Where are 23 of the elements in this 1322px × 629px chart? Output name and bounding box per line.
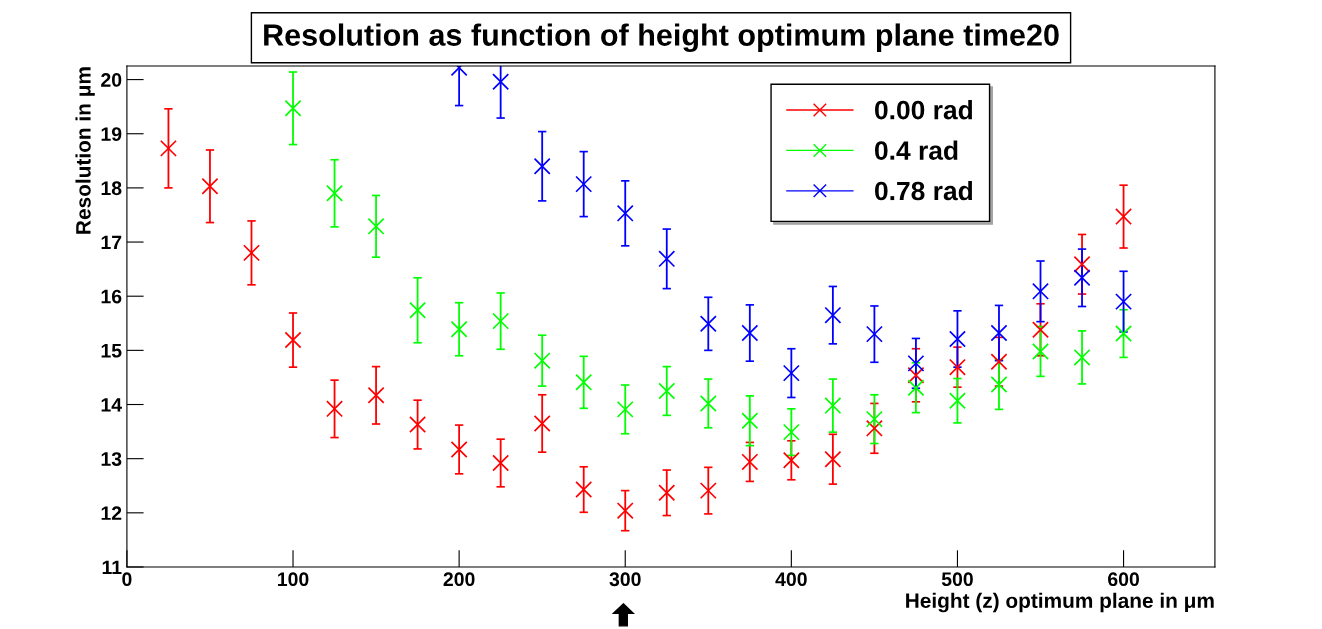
chart-title: Resolution as function of height optimum plane time20 <box>264 23 1059 53</box>
x-axis-title: Height (z) optimum plane in μm <box>906 592 1214 613</box>
y-axis-title: Resolution in μm <box>75 67 95 234</box>
y-tick-label: 16 <box>101 289 122 304</box>
x-tick-label: 100 <box>278 572 309 587</box>
y-tick-label: 17 <box>101 235 122 250</box>
y-tick-label: 12 <box>101 506 122 520</box>
x-tick-label: 200 <box>443 572 475 587</box>
x-tick-label: 600 <box>1108 572 1139 587</box>
y-tick-label: 11 <box>102 560 122 575</box>
x-tick-label: 400 <box>775 572 807 587</box>
y-tick-label: 20 <box>101 73 122 87</box>
y-tick-label: 14 <box>101 398 122 412</box>
y-tick-label: 13 <box>101 452 122 466</box>
x-tick-label: 0 <box>122 572 132 587</box>
legend-label: 0.78 rad <box>875 180 972 201</box>
y-tick-label: 15 <box>101 344 122 358</box>
x-tick-label: 500 <box>941 572 973 587</box>
legend-label: 0.00 rad <box>875 100 972 120</box>
y-tick-label: 18 <box>101 181 122 196</box>
legend-label: 0.4 rad <box>875 140 958 160</box>
y-tick-label: 19 <box>101 127 122 141</box>
x-tick-label: 300 <box>609 572 641 587</box>
